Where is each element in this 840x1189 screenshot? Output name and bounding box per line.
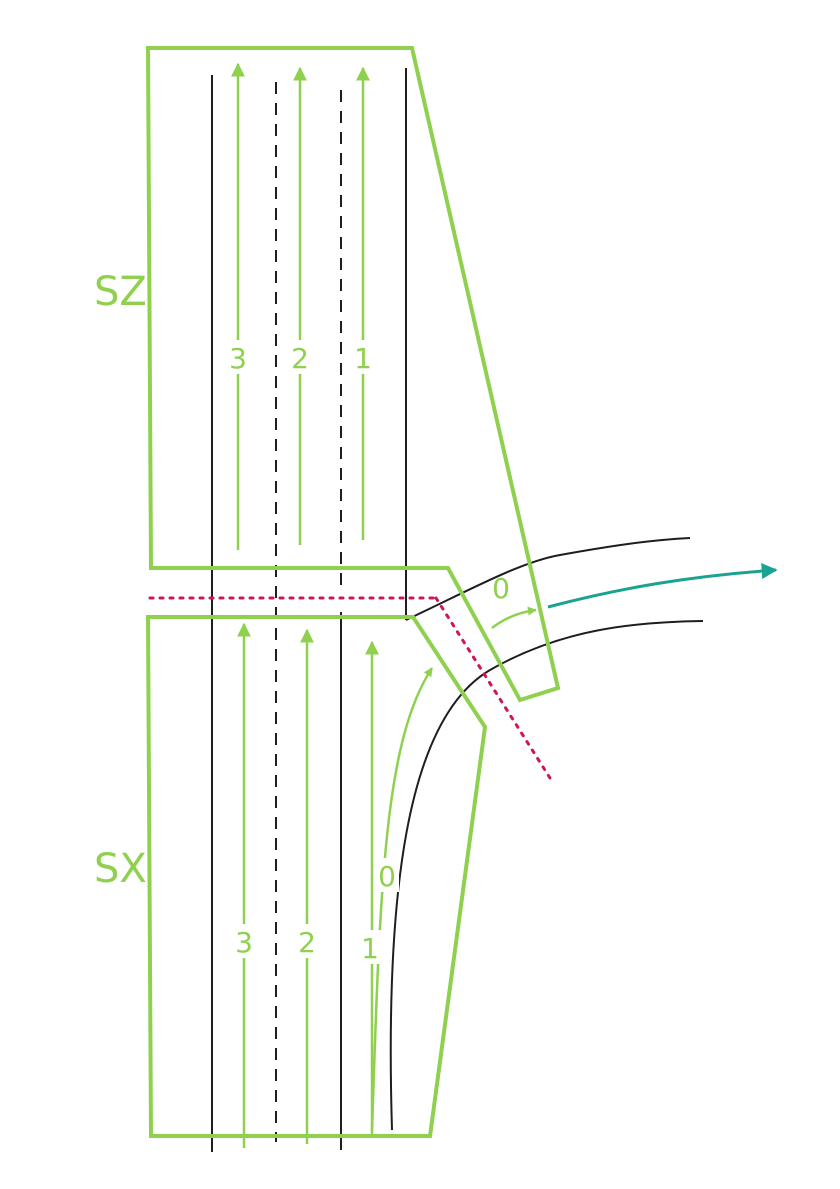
upper-lane-arrows — [231, 62, 370, 550]
zone-sz-outline — [145, 46, 561, 703]
upper-lane-number-1: 1 — [354, 342, 372, 375]
zone-label-sx: SX — [94, 846, 147, 892]
lower-lane-arrows — [237, 606, 537, 1148]
lower-ramp-lane-number-0: 0 — [378, 860, 396, 893]
lower-lane-number-3: 3 — [235, 926, 253, 959]
lower-lane-number-2: 2 — [298, 926, 316, 959]
road-lines — [211, 68, 704, 1152]
zone-sx-outline — [145, 615, 488, 1138]
exit-flow-arrow — [547, 563, 778, 609]
upper-ramp-lane-number-0: 0 — [492, 572, 510, 605]
exit-ramp-outer-edge — [405, 537, 691, 621]
zone-divider — [148, 596, 552, 780]
upper-lane-number-2: 2 — [291, 342, 309, 375]
exit-ramp-inner-edge — [389, 620, 704, 1131]
upper-ramp-exit-arrow — [491, 606, 537, 629]
lower-lane-numbers: 3 2 1 0 — [232, 858, 399, 965]
lower-lane-number-1: 1 — [361, 932, 379, 965]
lower-ramp-merge-arrow — [370, 667, 434, 1133]
zone-divider-diagonal — [434, 596, 552, 780]
upper-lane-numbers: 3 2 1 0 — [226, 340, 510, 605]
upper-lane-number-3: 3 — [229, 342, 247, 375]
zone-outlines — [145, 46, 561, 1138]
zone-label-sz: SZ — [94, 269, 147, 315]
